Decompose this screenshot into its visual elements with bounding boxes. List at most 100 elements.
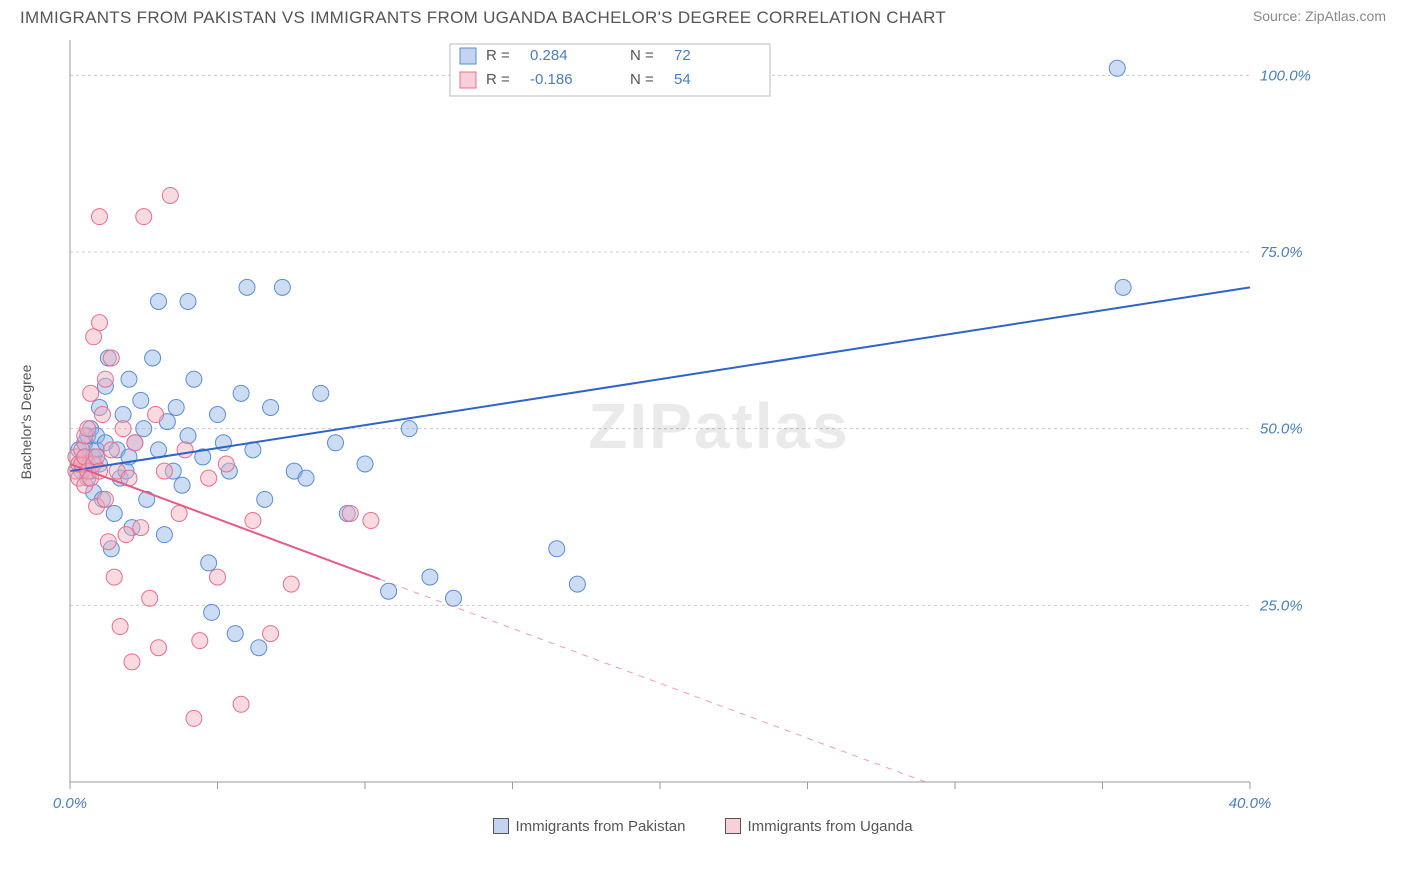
scatter-point — [363, 513, 379, 529]
scatter-point — [298, 470, 314, 486]
chart-title: IMMIGRANTS FROM PAKISTAN VS IMMIGRANTS F… — [20, 8, 946, 28]
stats-legend-n-label: N = — [630, 71, 654, 88]
scatter-point — [257, 491, 273, 507]
legend-label-pakistan: Immigrants from Pakistan — [515, 818, 685, 835]
source-link[interactable]: ZipAtlas.com — [1305, 8, 1386, 24]
stats-legend-n-value: 72 — [674, 47, 691, 64]
scatter-point — [121, 371, 137, 387]
x-tick-label: 40.0% — [1229, 795, 1272, 812]
scatter-point — [151, 293, 167, 309]
scatter-point — [142, 590, 158, 606]
scatter-point — [115, 421, 131, 437]
scatter-point — [313, 385, 329, 401]
scatter-point — [133, 520, 149, 536]
scatter-point — [328, 435, 344, 451]
watermark: ZIPatlas — [588, 390, 849, 462]
scatter-point — [549, 541, 565, 557]
scatter-point — [97, 371, 113, 387]
scatter-point — [569, 576, 585, 592]
scatter-point — [180, 428, 196, 444]
legend-item-pakistan: Immigrants from Pakistan — [493, 818, 685, 835]
scatter-point — [233, 385, 249, 401]
scatter-point — [401, 421, 417, 437]
scatter-point — [112, 619, 128, 635]
scatter-point — [1115, 279, 1131, 295]
legend-swatch-pink — [725, 818, 741, 834]
scatter-point — [251, 640, 267, 656]
scatter-point — [162, 187, 178, 203]
scatter-point — [227, 626, 243, 642]
y-axis-label: Bachelor's Degree — [18, 365, 34, 480]
scatter-point — [103, 442, 119, 458]
scatter-point — [171, 505, 187, 521]
scatter-point — [133, 392, 149, 408]
scatter-point — [86, 329, 102, 345]
y-tick-label: 25.0% — [1259, 597, 1303, 614]
scatter-point — [94, 407, 110, 423]
legend-label-uganda: Immigrants from Uganda — [747, 818, 912, 835]
stats-legend-swatch — [460, 48, 476, 64]
scatter-point — [100, 534, 116, 550]
scatter-point — [156, 463, 172, 479]
scatter-point — [204, 604, 220, 620]
scatter-point — [106, 505, 122, 521]
source-attribution: Source: ZipAtlas.com — [1253, 8, 1386, 24]
scatter-point — [148, 407, 164, 423]
scatter-point — [89, 449, 105, 465]
stats-legend-r-label: R = — [486, 71, 510, 88]
scatter-point — [127, 435, 143, 451]
scatter-point — [1109, 60, 1125, 76]
scatter-point — [115, 407, 131, 423]
scatter-point — [263, 399, 279, 415]
scatter-point — [239, 279, 255, 295]
legend-swatch-blue — [493, 818, 509, 834]
y-tick-label: 75.0% — [1260, 244, 1303, 261]
scatter-point — [274, 279, 290, 295]
scatter-point — [283, 576, 299, 592]
scatter-point — [124, 654, 140, 670]
scatter-point — [357, 456, 373, 472]
scatter-point — [210, 569, 226, 585]
scatter-point — [92, 209, 108, 225]
scatter-point — [201, 470, 217, 486]
scatter-point — [245, 513, 261, 529]
scatter-point — [83, 385, 99, 401]
scatter-point — [92, 315, 108, 331]
scatter-point — [168, 399, 184, 415]
scatter-point — [263, 626, 279, 642]
source-prefix: Source: — [1253, 8, 1305, 24]
y-tick-label: 100.0% — [1260, 67, 1311, 84]
scatter-point — [136, 209, 152, 225]
stats-legend-r-value: 0.284 — [530, 47, 568, 64]
scatter-point — [186, 371, 202, 387]
y-tick-label: 50.0% — [1260, 421, 1303, 438]
scatter-point — [156, 527, 172, 543]
scatter-point — [151, 640, 167, 656]
stats-legend-r-label: R = — [486, 47, 510, 64]
scatter-point — [422, 569, 438, 585]
scatter-point — [106, 569, 122, 585]
stats-legend-n-value: 54 — [674, 71, 691, 88]
scatter-point — [342, 505, 358, 521]
scatter-point — [103, 350, 119, 366]
scatter-point — [192, 633, 208, 649]
scatter-point — [118, 527, 134, 543]
scatter-point — [201, 555, 217, 571]
scatter-point — [136, 421, 152, 437]
stats-legend-n-label: N = — [630, 47, 654, 64]
scatter-point — [186, 710, 202, 726]
scatter-point — [210, 407, 226, 423]
scatter-point — [177, 442, 193, 458]
stats-legend-swatch — [460, 72, 476, 88]
scatter-point — [97, 491, 113, 507]
scatter-point — [180, 293, 196, 309]
scatter-point — [80, 421, 96, 437]
trend-line-dashed — [380, 579, 926, 782]
stats-legend-r-value: -0.186 — [530, 71, 573, 88]
bottom-legend: Immigrants from Pakistan Immigrants from… — [0, 812, 1406, 835]
x-tick-label: 0.0% — [53, 795, 87, 812]
legend-item-uganda: Immigrants from Uganda — [725, 818, 912, 835]
scatter-point — [233, 696, 249, 712]
correlation-scatter-chart: ZIPatlas 0.0% 40.0% 25.0% 50.0% 75.0% 100.0% R … — [20, 32, 1320, 812]
scatter-point — [174, 477, 190, 493]
